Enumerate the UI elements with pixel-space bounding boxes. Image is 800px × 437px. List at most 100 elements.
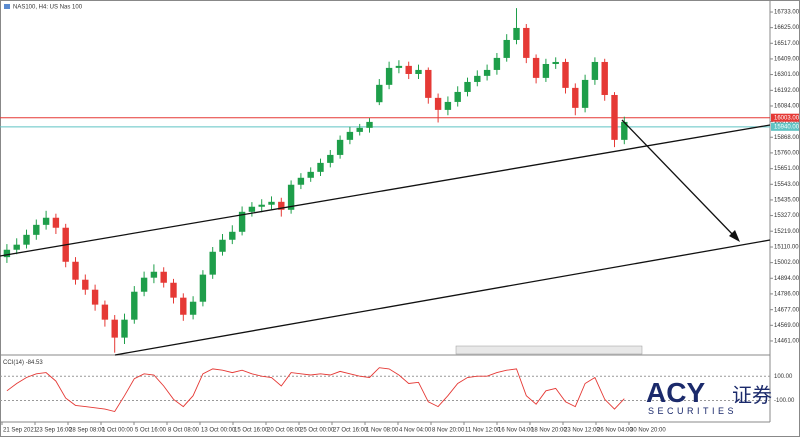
indicator-tick-label: -100.00 xyxy=(774,398,795,404)
candle-body xyxy=(572,87,579,108)
candle-body xyxy=(454,91,461,102)
candle-body xyxy=(503,39,510,58)
candle-body xyxy=(376,84,383,103)
candle-body xyxy=(317,162,324,172)
indicator-tick-label: 100.00 xyxy=(774,374,793,380)
candle-body xyxy=(111,319,118,338)
level-tag xyxy=(771,113,799,122)
y-tick-label: 15002.00 xyxy=(774,260,800,266)
y-tick-label: 15868.00 xyxy=(774,135,800,141)
y-tick-label: 14569.00 xyxy=(774,323,800,329)
channel-upper xyxy=(0,124,771,257)
candle-body xyxy=(425,69,432,98)
x-tick-label: 4 Nov 04:00 xyxy=(399,428,432,434)
x-tick-label: 8 Nov 20:00 xyxy=(432,428,465,434)
candle-body xyxy=(131,291,138,320)
candle-body xyxy=(366,121,373,128)
x-tick-label: 11 Nov 12:00 xyxy=(465,428,501,434)
candle-body xyxy=(160,271,167,283)
x-tick-label: 23 Nov 12:00 xyxy=(564,428,600,434)
candle-body xyxy=(356,127,363,132)
candle-body xyxy=(91,289,99,305)
y-tick-label: 15543.00 xyxy=(774,182,800,188)
candle-body xyxy=(532,57,540,78)
chart-title: NAS100, H4: US Nas 100 xyxy=(13,5,83,11)
y-tick-label: 15327.00 xyxy=(774,213,800,219)
x-tick-label: 26 Nov 04:00 xyxy=(597,428,633,434)
candle-body xyxy=(581,79,589,108)
arrow-head xyxy=(729,230,740,242)
x-tick-label: 18 Nov 20:00 xyxy=(531,428,567,434)
indicator-value: -84.53 xyxy=(26,360,44,366)
y-tick-label: 14461.00 xyxy=(774,339,800,345)
candle-body xyxy=(346,131,354,140)
forecast-arrow xyxy=(621,119,737,239)
candle-body xyxy=(268,201,275,205)
x-tick-label: 5 Oct 16:00 xyxy=(135,428,167,434)
candle-body xyxy=(189,301,197,315)
candle-body xyxy=(327,154,334,163)
candle-body xyxy=(297,177,305,185)
x-tick-label: 20 Oct 08:00 xyxy=(267,428,302,434)
candle-body xyxy=(415,69,422,74)
candle-body xyxy=(238,211,246,232)
candle-body xyxy=(434,97,442,110)
y-tick-label: 16192.00 xyxy=(774,88,800,94)
candle-body xyxy=(72,261,79,280)
candle-body xyxy=(621,121,628,140)
candle-body xyxy=(258,204,265,207)
x-tick-label: 30 Nov 20:00 xyxy=(630,428,666,434)
logo-brand: ACY xyxy=(646,377,705,408)
candle-body xyxy=(3,249,11,258)
candle-body xyxy=(542,63,550,78)
candle-body xyxy=(199,274,207,302)
candle-body xyxy=(513,27,520,40)
candle-body xyxy=(150,271,158,278)
candle-body xyxy=(611,94,618,140)
candle-body xyxy=(483,69,491,76)
toolbar-strip xyxy=(455,345,643,355)
candle-body xyxy=(101,304,109,320)
candle-body xyxy=(601,61,608,95)
indicator-line xyxy=(6,367,625,413)
candle-body xyxy=(385,67,393,85)
candle-body xyxy=(52,217,60,228)
candle-body xyxy=(33,224,40,235)
x-tick-label: 25 Oct 00:00 xyxy=(300,428,335,434)
candle-body xyxy=(82,279,89,290)
y-tick-label: 16517.00 xyxy=(774,41,800,47)
candle-body xyxy=(140,277,148,292)
candle-body xyxy=(170,282,177,298)
candle-body xyxy=(474,75,481,82)
y-tick-label: 16409.00 xyxy=(774,57,800,63)
y-tick-label: 15435.00 xyxy=(774,198,800,204)
logo-cn: 证券 xyxy=(732,384,772,407)
candle-body xyxy=(248,206,256,212)
symbol-icon xyxy=(4,4,10,9)
candle-body xyxy=(464,81,471,92)
y-tick-label: 16733.00 xyxy=(774,10,800,16)
candle-body xyxy=(229,231,236,240)
candle-body xyxy=(336,139,344,155)
candle-body xyxy=(552,61,559,64)
x-tick-label: 1 Nov 08:00 xyxy=(366,428,399,434)
level-label: 16003.00 xyxy=(774,115,800,121)
x-tick-label: 28 Sep 08:00 xyxy=(69,428,105,434)
x-tick-label: 15 Oct 16:00 xyxy=(234,428,269,434)
level-label: 15940.00 xyxy=(774,124,800,130)
y-tick-label: 16301.00 xyxy=(774,72,800,78)
y-tick-label: 15976.00 xyxy=(774,119,800,125)
candle-body xyxy=(444,101,452,110)
candle-body xyxy=(13,244,20,250)
x-tick-label: 27 Oct 16:00 xyxy=(333,428,368,434)
logo: ACY 证券 SECURITIES xyxy=(646,377,772,416)
candle-body xyxy=(278,201,285,210)
y-tick-label: 14894.00 xyxy=(774,276,800,282)
logo-sub: SECURITIES xyxy=(648,406,737,416)
y-tick-label: 14786.00 xyxy=(774,291,800,297)
channel-lower xyxy=(114,239,771,356)
x-tick-label: 8 Oct 08:00 xyxy=(168,428,200,434)
candle-body xyxy=(493,57,501,70)
